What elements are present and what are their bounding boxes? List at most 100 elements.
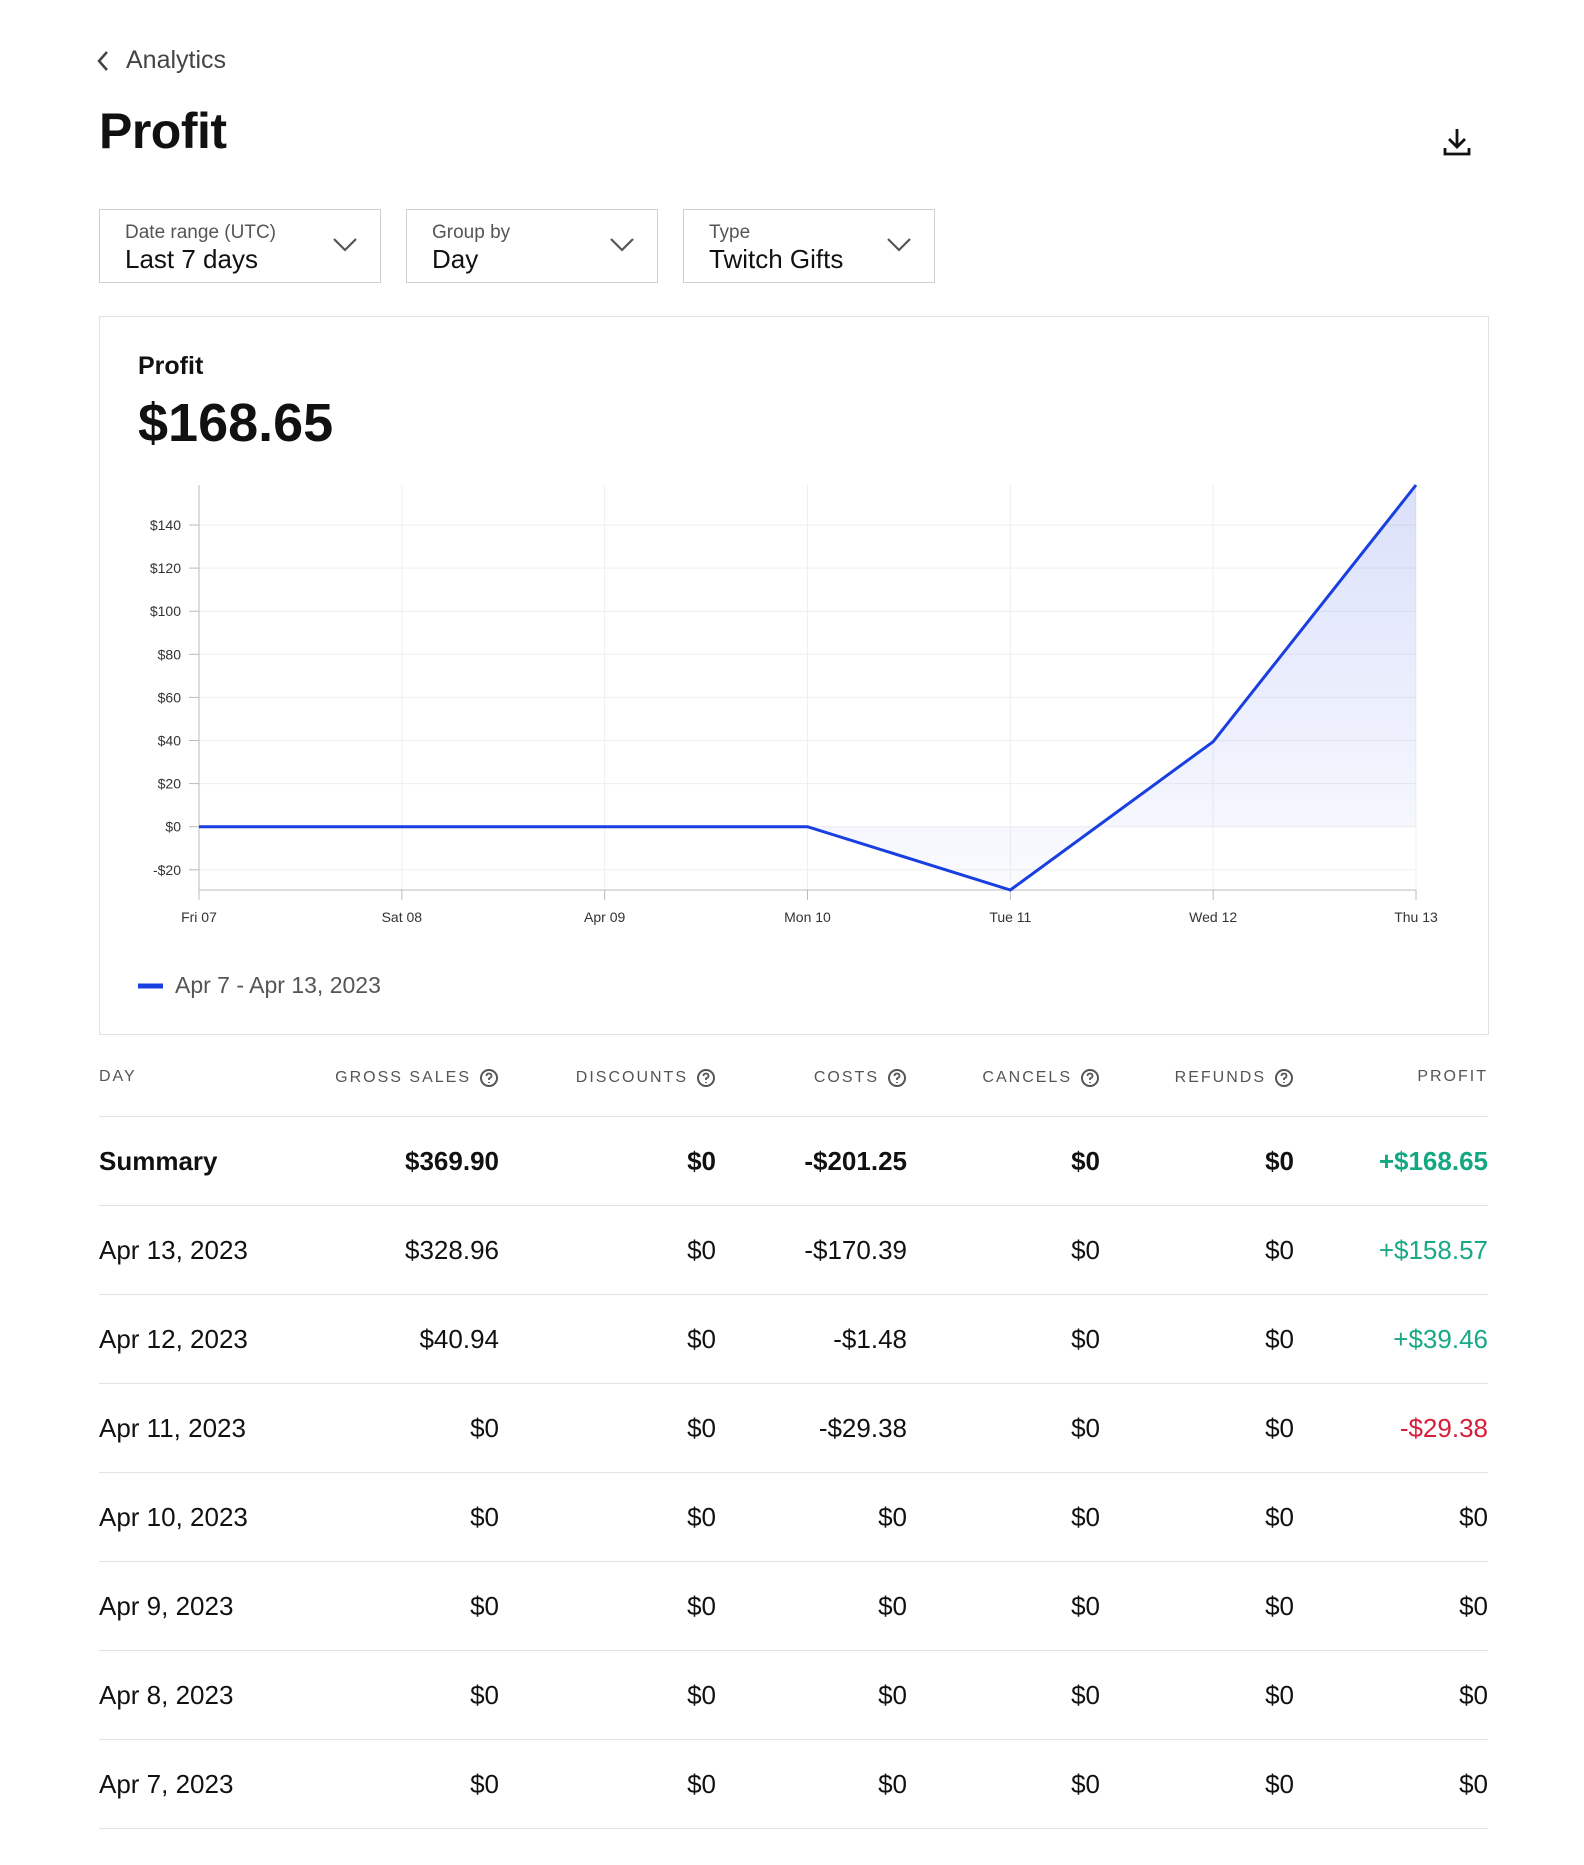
table-cell: Apr 13, 2023	[99, 1235, 248, 1265]
table-cell: $40.94	[419, 1324, 499, 1354]
x-tick-label: Wed 12	[1189, 909, 1237, 925]
help-icon	[480, 1069, 498, 1087]
page-title: Profit	[99, 103, 227, 159]
kpi-label: Profit	[138, 352, 204, 380]
summary-cell: $0	[1265, 1146, 1294, 1176]
y-tick-label: $40	[158, 732, 182, 748]
row-divider	[99, 1739, 1488, 1740]
dropdown[interactable]: Group by Day	[406, 209, 658, 283]
column-header: REFUNDS	[1175, 1068, 1294, 1088]
summary-cell: $0	[687, 1146, 716, 1176]
table-cell: $0	[470, 1502, 499, 1532]
table-cell: -$1.48	[833, 1324, 907, 1354]
legend-label: Apr 7 - Apr 13, 2023	[175, 972, 381, 998]
table-cell: $328.96	[405, 1235, 499, 1265]
table-cell: $0	[1071, 1769, 1100, 1799]
row-divider	[99, 1650, 1488, 1651]
column-header: DISCOUNTS	[576, 1068, 716, 1088]
x-tick-label: Sat 08	[382, 909, 423, 925]
table-cell: $0	[687, 1235, 716, 1265]
help-circle	[1081, 1069, 1099, 1087]
line	[199, 484, 1418, 892]
table-cell: $0	[1265, 1769, 1294, 1799]
help-mark	[485, 1072, 493, 1083]
help-mark	[893, 1072, 901, 1083]
table-cell: $0	[1265, 1680, 1294, 1710]
dropdown[interactable]: Date range (UTC) Last 7 days	[99, 209, 381, 283]
x-tick-label: Tue 11	[989, 909, 1031, 925]
table-cell: $0	[1459, 1769, 1488, 1799]
chevron	[887, 238, 911, 252]
table-cell: $0	[878, 1769, 907, 1799]
help-icon	[888, 1069, 906, 1087]
table-cell: $0	[1459, 1502, 1488, 1532]
table-cell: Apr 11, 2023	[99, 1413, 246, 1443]
summary-cell: -$201.25	[804, 1146, 907, 1176]
row-divider	[99, 1294, 1488, 1295]
table-cell: $0	[1265, 1591, 1294, 1621]
y-tick-label: $140	[150, 517, 181, 533]
y-tick-label: $120	[150, 560, 181, 576]
column-header: DAY	[99, 1068, 137, 1086]
table-cell: Apr 10, 2023	[99, 1502, 248, 1532]
back-text: Analytics	[126, 46, 227, 74]
table-cell: -$170.39	[804, 1235, 907, 1265]
column-header-text: COSTS	[813, 1069, 879, 1086]
table-cell: $0	[1071, 1680, 1100, 1710]
table-cell: $0	[878, 1680, 907, 1710]
table-cell: $0	[1265, 1413, 1294, 1443]
y-tick-label: $0	[165, 819, 181, 835]
table-cell: Apr 12, 2023	[99, 1324, 248, 1354]
table-cell: $0	[470, 1413, 499, 1443]
table-cell: $0	[1071, 1591, 1100, 1621]
x-tick-label: Apr 09	[584, 909, 625, 925]
chevron	[610, 238, 634, 252]
table-cell: $0	[1071, 1235, 1100, 1265]
help-mark	[1280, 1072, 1288, 1083]
help-icon	[1081, 1069, 1099, 1087]
summary-cell: $369.90	[405, 1146, 499, 1176]
help-icon	[697, 1069, 715, 1087]
table-cell: $0	[687, 1769, 716, 1799]
table-cell: $0	[1265, 1235, 1294, 1265]
chart-card	[99, 316, 1489, 1035]
column-header-text: DISCOUNTS	[575, 1069, 688, 1086]
chevron-icon	[610, 238, 634, 252]
help-circle	[1275, 1069, 1293, 1087]
kpi-value: $168.65	[138, 393, 334, 453]
row-divider	[99, 1561, 1488, 1562]
table-cell: $0	[687, 1413, 716, 1443]
x-tick-label: Mon 10	[784, 909, 831, 925]
column-header-text: REFUNDS	[1174, 1069, 1266, 1086]
column-header-text: CANCELS	[982, 1069, 1072, 1086]
table-cell: Apr 9, 2023	[99, 1591, 234, 1621]
help-mark	[1086, 1072, 1094, 1083]
chart: Fri 07 Sat 08 Apr 09 Mon 10 Tue 11 Wed 12 Thu …	[138, 484, 1438, 989]
row-divider	[99, 1472, 1488, 1473]
row-divider	[99, 1116, 1488, 1117]
download-button[interactable]	[1441, 126, 1473, 158]
table-cell: +$39.46	[1393, 1324, 1488, 1354]
chevron	[333, 238, 357, 252]
table-cell: $0	[687, 1680, 716, 1710]
y-tick-label: $80	[158, 646, 182, 662]
table-cell: $0	[687, 1502, 716, 1532]
summary-cell: Summary	[99, 1146, 218, 1176]
x-tick-label: Fri 07	[181, 909, 217, 925]
column-header-text: DAY	[99, 1068, 137, 1085]
table-cell: +$158.57	[1378, 1235, 1488, 1265]
dropdown-label: Date range (UTC)	[125, 222, 276, 243]
table-cell: Apr 7, 2023	[99, 1769, 234, 1799]
dropdown[interactable]: Type Twitch Gifts	[683, 209, 935, 283]
column-header-text: PROFIT	[1417, 1068, 1488, 1085]
back-link[interactable]: Analytics	[96, 46, 226, 75]
column-header: CANCELS	[982, 1068, 1100, 1088]
help-icon	[1275, 1069, 1293, 1087]
chevron-icon	[333, 238, 357, 252]
table-cell: $0	[878, 1591, 907, 1621]
table-cell: $0	[1071, 1324, 1100, 1354]
row-divider	[99, 1205, 1488, 1206]
table-cell: $0	[1071, 1502, 1100, 1532]
